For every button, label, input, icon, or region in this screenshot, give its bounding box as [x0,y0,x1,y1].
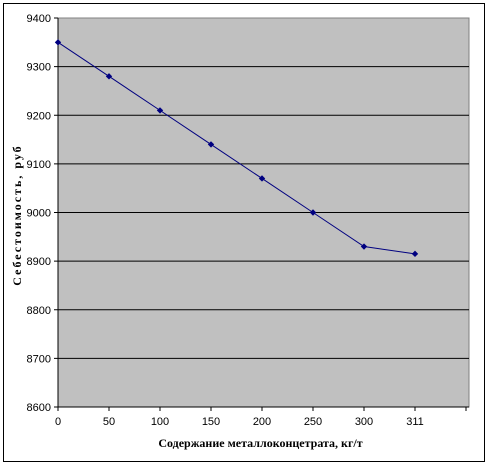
y-tick-label: 8800 [27,305,51,317]
data-point [411,250,419,258]
data-point [156,107,164,114]
x-axis-title: Содержание металлоконцетрата, кг/т [158,436,362,450]
x-axis-ticks: 0 50 100 150 200 250 300 311 [55,407,467,428]
y-axis-ticks: 8600 8700 8800 8900 9000 9100 9200 9300 9400 [27,13,58,414]
y-tick-label: 9100 [27,159,51,171]
y-tick-label: 8600 [27,402,51,414]
x-tick-label: 50 [103,416,115,428]
y-axis-title: Себестоимость, руб [10,144,24,285]
x-tick-label: 100 [151,416,169,428]
series-layer [54,39,419,258]
data-point [105,73,113,80]
y-tick-label: 9300 [27,62,51,74]
data-point [309,209,317,216]
x-tick-label: 300 [355,416,373,428]
y-tick-label: 9200 [27,110,51,122]
data-point [54,39,62,46]
x-tick-label: 250 [304,416,322,428]
x-tick-label: 200 [253,416,271,428]
y-tick-label: 8700 [27,353,51,365]
x-tick-label: 311 [406,416,424,428]
gridlines [57,18,469,408]
data-point [258,175,266,182]
series-line [57,41,416,255]
y-tick-label: 9000 [27,208,51,220]
x-tick-label: 0 [55,416,61,428]
y-tick-label: 9400 [27,13,51,25]
data-point [207,141,215,148]
y-tick-label: 8900 [27,256,51,268]
data-point [360,243,368,250]
x-tick-label: 150 [202,416,220,428]
